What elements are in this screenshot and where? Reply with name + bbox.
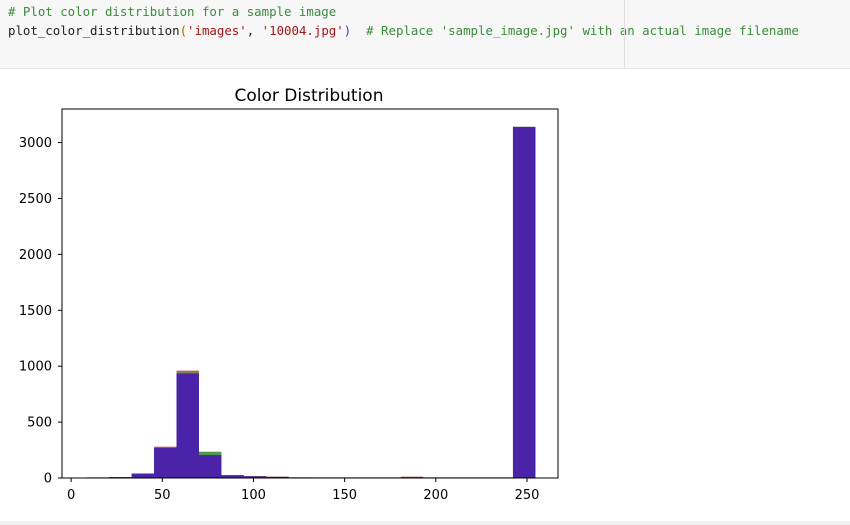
- code-line-call: plot_color_distribution('images', '10004…: [8, 23, 799, 39]
- y-tick-label: 3000: [19, 136, 52, 151]
- x-tick-label: 50: [154, 488, 171, 503]
- histogram-series-2: [86, 126, 536, 478]
- x-tick-label: 150: [332, 488, 357, 503]
- histogram-bar: [243, 476, 267, 478]
- chart-title: Color Distribution: [235, 86, 384, 106]
- histogram-bar: [176, 373, 199, 478]
- code-arg-folder: 'images': [187, 23, 247, 38]
- plot-frame: [61, 108, 559, 479]
- cell-output: Color Distribution 0 500 1000 1500 2000 2500 3…: [0, 69, 850, 521]
- code-cell[interactable]: # Plot color distribution for a sample i…: [0, 0, 850, 69]
- code-line-comment: # Plot color distribution for a sample i…: [8, 4, 336, 20]
- code-open-paren: (: [179, 23, 188, 38]
- code-inline-comment: # Replace 'sample_image.jpg' with an act…: [351, 23, 799, 38]
- y-tick-label: 2500: [19, 192, 52, 207]
- histogram-series-3: [86, 126, 536, 478]
- y-tick-label: 1000: [19, 360, 52, 375]
- color-distribution-chart: Color Distribution 050010001500200025003…: [19, 86, 559, 503]
- code-comma: ,: [246, 23, 262, 38]
- x-tick-label: 0: [67, 488, 75, 503]
- histogram-bar: [221, 475, 244, 478]
- y-tick-label: 0: [44, 472, 52, 487]
- histogram-bar: [266, 476, 289, 478]
- code-close-paren: ): [343, 23, 352, 38]
- x-tick-label: 200: [423, 488, 448, 503]
- x-axis-ticks: 0 50 100 150 200 250: [67, 478, 539, 503]
- bottom-scroll-strip: [0, 521, 850, 525]
- histogram-bar: [154, 447, 177, 478]
- histogram-bars: [86, 126, 536, 478]
- code-comment: # Plot color distribution for a sample i…: [8, 4, 337, 19]
- cell-divider: [624, 0, 625, 69]
- code-function-name: plot_color_distribution: [8, 23, 180, 38]
- y-tick-label: 500: [27, 416, 52, 431]
- x-tick-label: 100: [241, 488, 266, 503]
- histogram-bar: [512, 126, 536, 478]
- x-tick-label: 250: [515, 488, 540, 503]
- code-arg-filename: '10004.jpg': [261, 23, 344, 38]
- y-tick-label: 2000: [19, 248, 52, 263]
- histogram-bar: [198, 455, 222, 478]
- y-tick-label: 1500: [19, 304, 52, 319]
- y-axis-ticks: 0 500 1000 1500 2000 2500 3000: [19, 136, 62, 487]
- histogram-series-1: [86, 126, 536, 478]
- histogram-bar: [131, 473, 155, 478]
